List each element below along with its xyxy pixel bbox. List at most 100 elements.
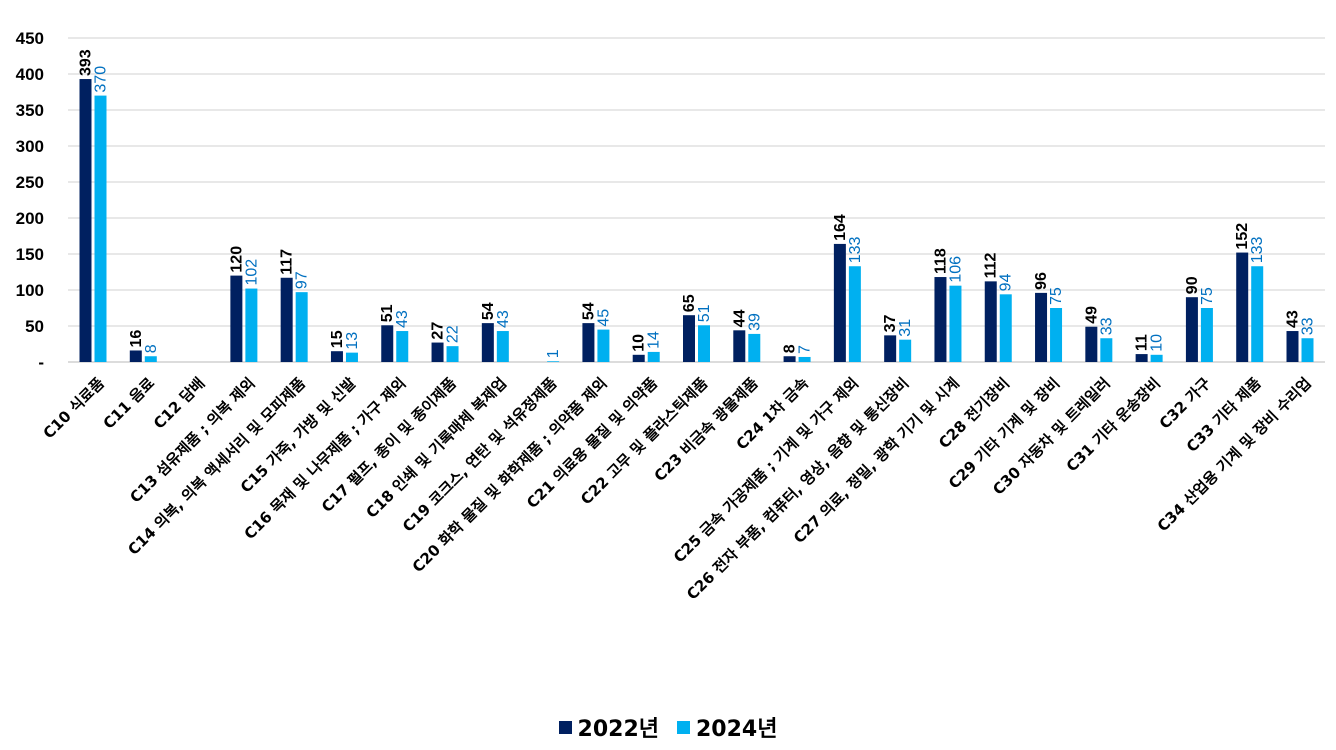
bar-2022 <box>934 277 947 362</box>
data-label-2024: 14 <box>646 331 663 349</box>
data-label-2022: 54 <box>580 302 597 320</box>
data-label-2024: 94 <box>998 273 1015 291</box>
bar-2024 <box>446 346 459 362</box>
bar-2024 <box>396 331 409 362</box>
x-tick-label: C11 음료 <box>100 374 159 433</box>
data-label-2022: 152 <box>1234 223 1251 250</box>
bar-2024 <box>698 325 710 362</box>
data-label-2022: 54 <box>480 302 497 320</box>
data-label-2022: 49 <box>1083 306 1100 324</box>
bar-2022 <box>683 315 695 362</box>
data-label-2024: 75 <box>1048 287 1065 305</box>
data-label-2024: 33 <box>1098 317 1115 335</box>
data-label-2024: 43 <box>495 310 512 328</box>
x-tick-label: C10 식료품 <box>40 374 108 442</box>
data-label-2022: 51 <box>379 304 396 322</box>
y-tick-label: 350 <box>16 101 44 120</box>
data-label-2022: 11 <box>1134 334 1151 351</box>
x-tick-label: C31 기타 운송장비 <box>1063 374 1164 475</box>
bar-2022 <box>1286 331 1299 362</box>
data-label-2024: 75 <box>1199 287 1216 305</box>
x-tick-label: C25 금속 가공제품 ; 기계 및 가구 제외 <box>670 374 862 566</box>
bar-2022 <box>582 323 595 362</box>
y-tick-label: 150 <box>16 245 44 264</box>
data-label-2022: 16 <box>128 330 145 348</box>
data-label-2024: 370 <box>93 66 110 93</box>
bar-2024 <box>899 339 912 362</box>
bar-2022 <box>79 79 92 362</box>
y-tick-label: 100 <box>16 281 44 300</box>
data-label-2022: 44 <box>731 309 748 327</box>
bar-2024 <box>1150 354 1163 362</box>
bar-2022 <box>1236 252 1249 362</box>
bar-2022 <box>733 330 746 362</box>
data-label-2024: 102 <box>243 259 260 286</box>
bar-2024 <box>1251 266 1264 362</box>
y-tick-label: 300 <box>16 137 44 156</box>
bar-2022 <box>1135 354 1148 362</box>
bars <box>79 79 1314 362</box>
bar-2022 <box>833 243 846 362</box>
data-label-2022: 43 <box>1285 310 1302 328</box>
data-label-2022: 90 <box>1184 276 1201 294</box>
bar-2022 <box>984 281 997 362</box>
bar-2022 <box>481 323 494 362</box>
bar-2022 <box>1035 292 1048 362</box>
bar-2024 <box>245 288 258 362</box>
bar-2024 <box>345 352 358 362</box>
y-tick-label: 50 <box>25 317 44 336</box>
bar-2024 <box>1301 338 1314 362</box>
data-label-2024: 106 <box>947 256 964 283</box>
data-label-2024: 10 <box>1149 334 1166 352</box>
bar-2022 <box>381 325 394 362</box>
y-axis: - 50 100 150 200 250 300 350 400 450 <box>16 29 44 372</box>
data-label-2022: 96 <box>1033 272 1050 290</box>
legend-swatch-2024 <box>677 720 690 734</box>
bar-2024 <box>949 285 962 362</box>
legend-swatch-2022 <box>558 720 572 734</box>
bar-2022 <box>280 277 293 362</box>
data-label-2022: 117 <box>279 249 296 275</box>
legend-label-2024: 2024년 <box>696 717 778 742</box>
bar-2022 <box>330 351 343 362</box>
y-tick-label: 200 <box>16 209 44 228</box>
bar-2022 <box>1085 326 1098 362</box>
data-label-2024: 33 <box>1300 317 1317 335</box>
legend-item-2022[interactable]: 2022년 <box>558 711 659 743</box>
bar-2024 <box>94 95 107 362</box>
data-label-2024: 133 <box>847 236 864 263</box>
bar-2024 <box>1100 338 1113 362</box>
bar-2024 <box>144 356 157 362</box>
bar-2022 <box>783 356 796 362</box>
bar-2024 <box>798 356 811 362</box>
data-label-2024: 45 <box>595 309 612 327</box>
data-label-2024: 51 <box>696 304 713 322</box>
bar-2024 <box>547 361 560 362</box>
data-label-2024: 97 <box>294 271 311 289</box>
bar-2022 <box>1185 297 1198 362</box>
data-label-2022: 37 <box>882 314 899 332</box>
bar-2024 <box>496 331 509 362</box>
data-label-2022: 27 <box>430 322 447 340</box>
data-label-2024: 39 <box>746 313 763 331</box>
y-tick-label: 450 <box>16 29 44 48</box>
data-label-2022: 112 <box>983 252 1000 278</box>
y-tick-label: 400 <box>16 65 44 84</box>
data-label-2022: 393 <box>78 49 95 76</box>
data-label-2024: 13 <box>344 332 361 350</box>
bar-2024 <box>1200 308 1213 362</box>
data-label-2022: 15 <box>329 330 346 348</box>
bar-2024 <box>647 351 660 362</box>
bar-2024 <box>748 333 761 362</box>
data-label-2024: 133 <box>1249 236 1266 263</box>
x-tick-label: C14 의복, 의복 액세서리 및 모피제품 <box>124 374 309 559</box>
legend-item-2024[interactable]: 2024년 <box>677 711 777 743</box>
legend-label-2022: 2022년 <box>577 717 659 742</box>
bar-2024 <box>848 266 861 362</box>
data-label-2024: 1 <box>545 349 562 358</box>
bar-2022 <box>632 354 645 362</box>
bar-2024 <box>1050 308 1063 362</box>
